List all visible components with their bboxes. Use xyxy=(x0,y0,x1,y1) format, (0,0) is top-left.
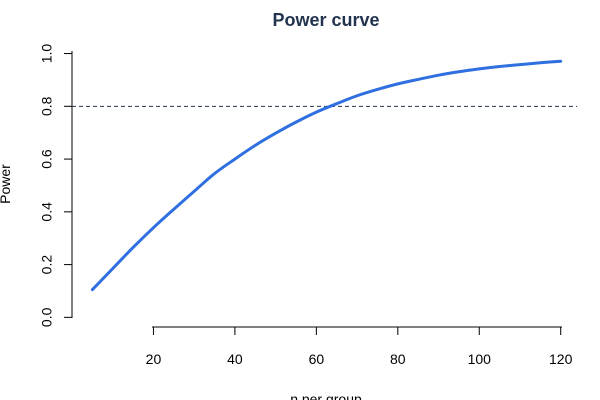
x-tick-label: 100 xyxy=(468,351,492,367)
chart-title: Power curve xyxy=(272,10,379,30)
y-axis: 0.0 0.2 0.4 0.6 0.8 1.0 xyxy=(39,44,73,327)
power-curve-line-0 xyxy=(90,59,563,292)
y-axis-label: Power xyxy=(0,164,13,204)
x-tick-label: 120 xyxy=(549,351,573,367)
x-axis: 20 40 60 80 100 120 xyxy=(146,326,573,367)
y-tick-label: 0.8 xyxy=(39,96,55,116)
x-tick-label: 40 xyxy=(227,351,243,367)
y-tick-label: 0.4 xyxy=(39,202,55,222)
y-tick-label: 1.0 xyxy=(39,44,55,64)
x-tick-label: 20 xyxy=(146,351,162,367)
y-tick-label: 0.6 xyxy=(39,149,55,169)
x-axis-label: n per group xyxy=(290,391,362,400)
x-tick-label: 60 xyxy=(309,351,325,367)
x-tick-label: 80 xyxy=(390,351,406,367)
y-tick-label: 0.0 xyxy=(39,307,55,327)
y-tick-label: 0.2 xyxy=(39,255,55,275)
series-group xyxy=(90,59,563,292)
